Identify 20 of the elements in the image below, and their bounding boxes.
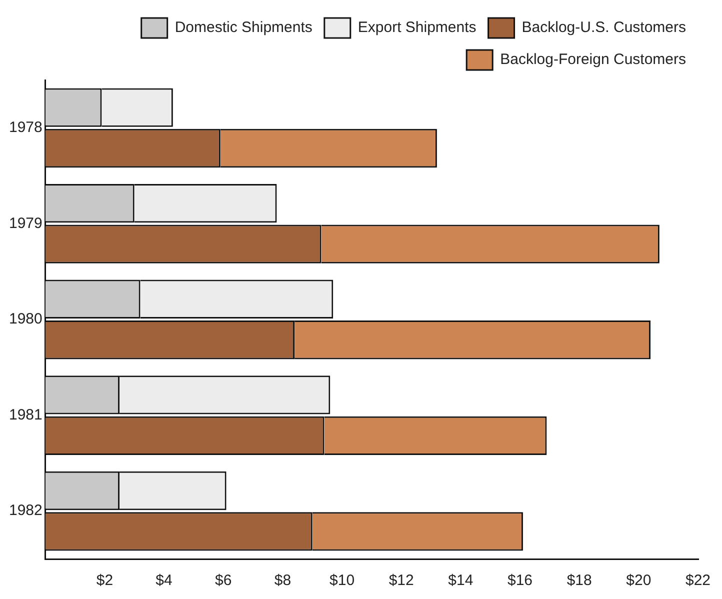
legend-label: Domestic Shipments — [174, 19, 312, 36]
x-tick-label: $6 — [215, 572, 232, 590]
x-tick-label: $18 — [566, 572, 592, 590]
legend-label: Export Shipments — [358, 19, 476, 36]
y-tick-label: 1978 — [8, 119, 42, 136]
x-tick-label: $14 — [448, 572, 474, 590]
x-tick-label: $2 — [96, 572, 114, 590]
y-tick-label: 1979 — [8, 214, 42, 232]
legend-label: Backlog-U.S. Customers — [522, 19, 686, 36]
x-tick-label: $8 — [274, 572, 292, 590]
x-tick-label: $16 — [507, 572, 533, 590]
x-tick-label: $12 — [388, 572, 414, 590]
x-tick-label: $4 — [156, 572, 172, 590]
x-tick-label: $10 — [330, 572, 355, 590]
x-tick-label: $20 — [626, 572, 652, 590]
y-tick-label: 1980 — [8, 310, 42, 328]
legend-label: Backlog-Foreign Customers — [500, 51, 686, 68]
y-tick-label: 1982 — [8, 502, 42, 520]
x-tick-label: $22 — [685, 572, 711, 590]
y-tick-label: 1981 — [8, 406, 42, 424]
